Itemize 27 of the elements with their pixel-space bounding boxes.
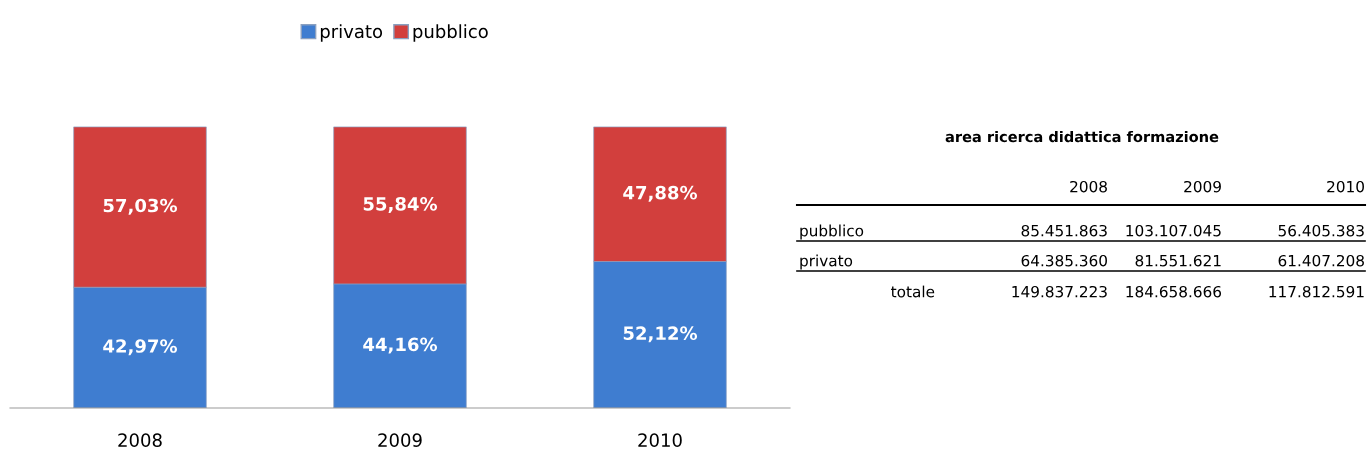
data-label: 55,84% bbox=[363, 196, 438, 213]
text: 184.658.666 bbox=[1126, 285, 1222, 298]
x-tick-label: 2009 bbox=[378, 433, 422, 447]
data-label: 42,97% bbox=[103, 339, 178, 356]
text: totale bbox=[891, 285, 935, 298]
data-label: 61.407.208 bbox=[1278, 254, 1364, 267]
data-label: 85.451.863 bbox=[1021, 224, 1107, 237]
legend-label: pubblico bbox=[413, 24, 488, 42]
data-label: 56.405.383 bbox=[1278, 224, 1364, 237]
data-label: 52,12% bbox=[623, 326, 698, 343]
data-label: 103.107.045 bbox=[1126, 224, 1221, 237]
legend-label: privato bbox=[320, 24, 383, 42]
text: pubblico bbox=[800, 224, 864, 240]
data-label: 57,03% bbox=[103, 198, 178, 215]
text: 149.837.223 bbox=[1012, 285, 1107, 298]
category-label: 2008 bbox=[1070, 180, 1107, 193]
x-tick-label: 2010 bbox=[638, 433, 682, 447]
text: privato bbox=[800, 254, 853, 270]
data-label: 64.385.360 bbox=[1021, 254, 1107, 267]
data-label: 44,16% bbox=[363, 337, 438, 354]
x-tick-label: 2008 bbox=[118, 433, 162, 447]
category-label: 2010 bbox=[1327, 180, 1364, 193]
category-label: 2009 bbox=[1184, 180, 1221, 193]
data-label: 47,88% bbox=[623, 185, 698, 202]
data-label: 81.551.621 bbox=[1135, 254, 1221, 267]
text: 117.812.591 bbox=[1269, 285, 1364, 298]
text: area ricerca didattica formazione bbox=[945, 130, 1219, 143]
